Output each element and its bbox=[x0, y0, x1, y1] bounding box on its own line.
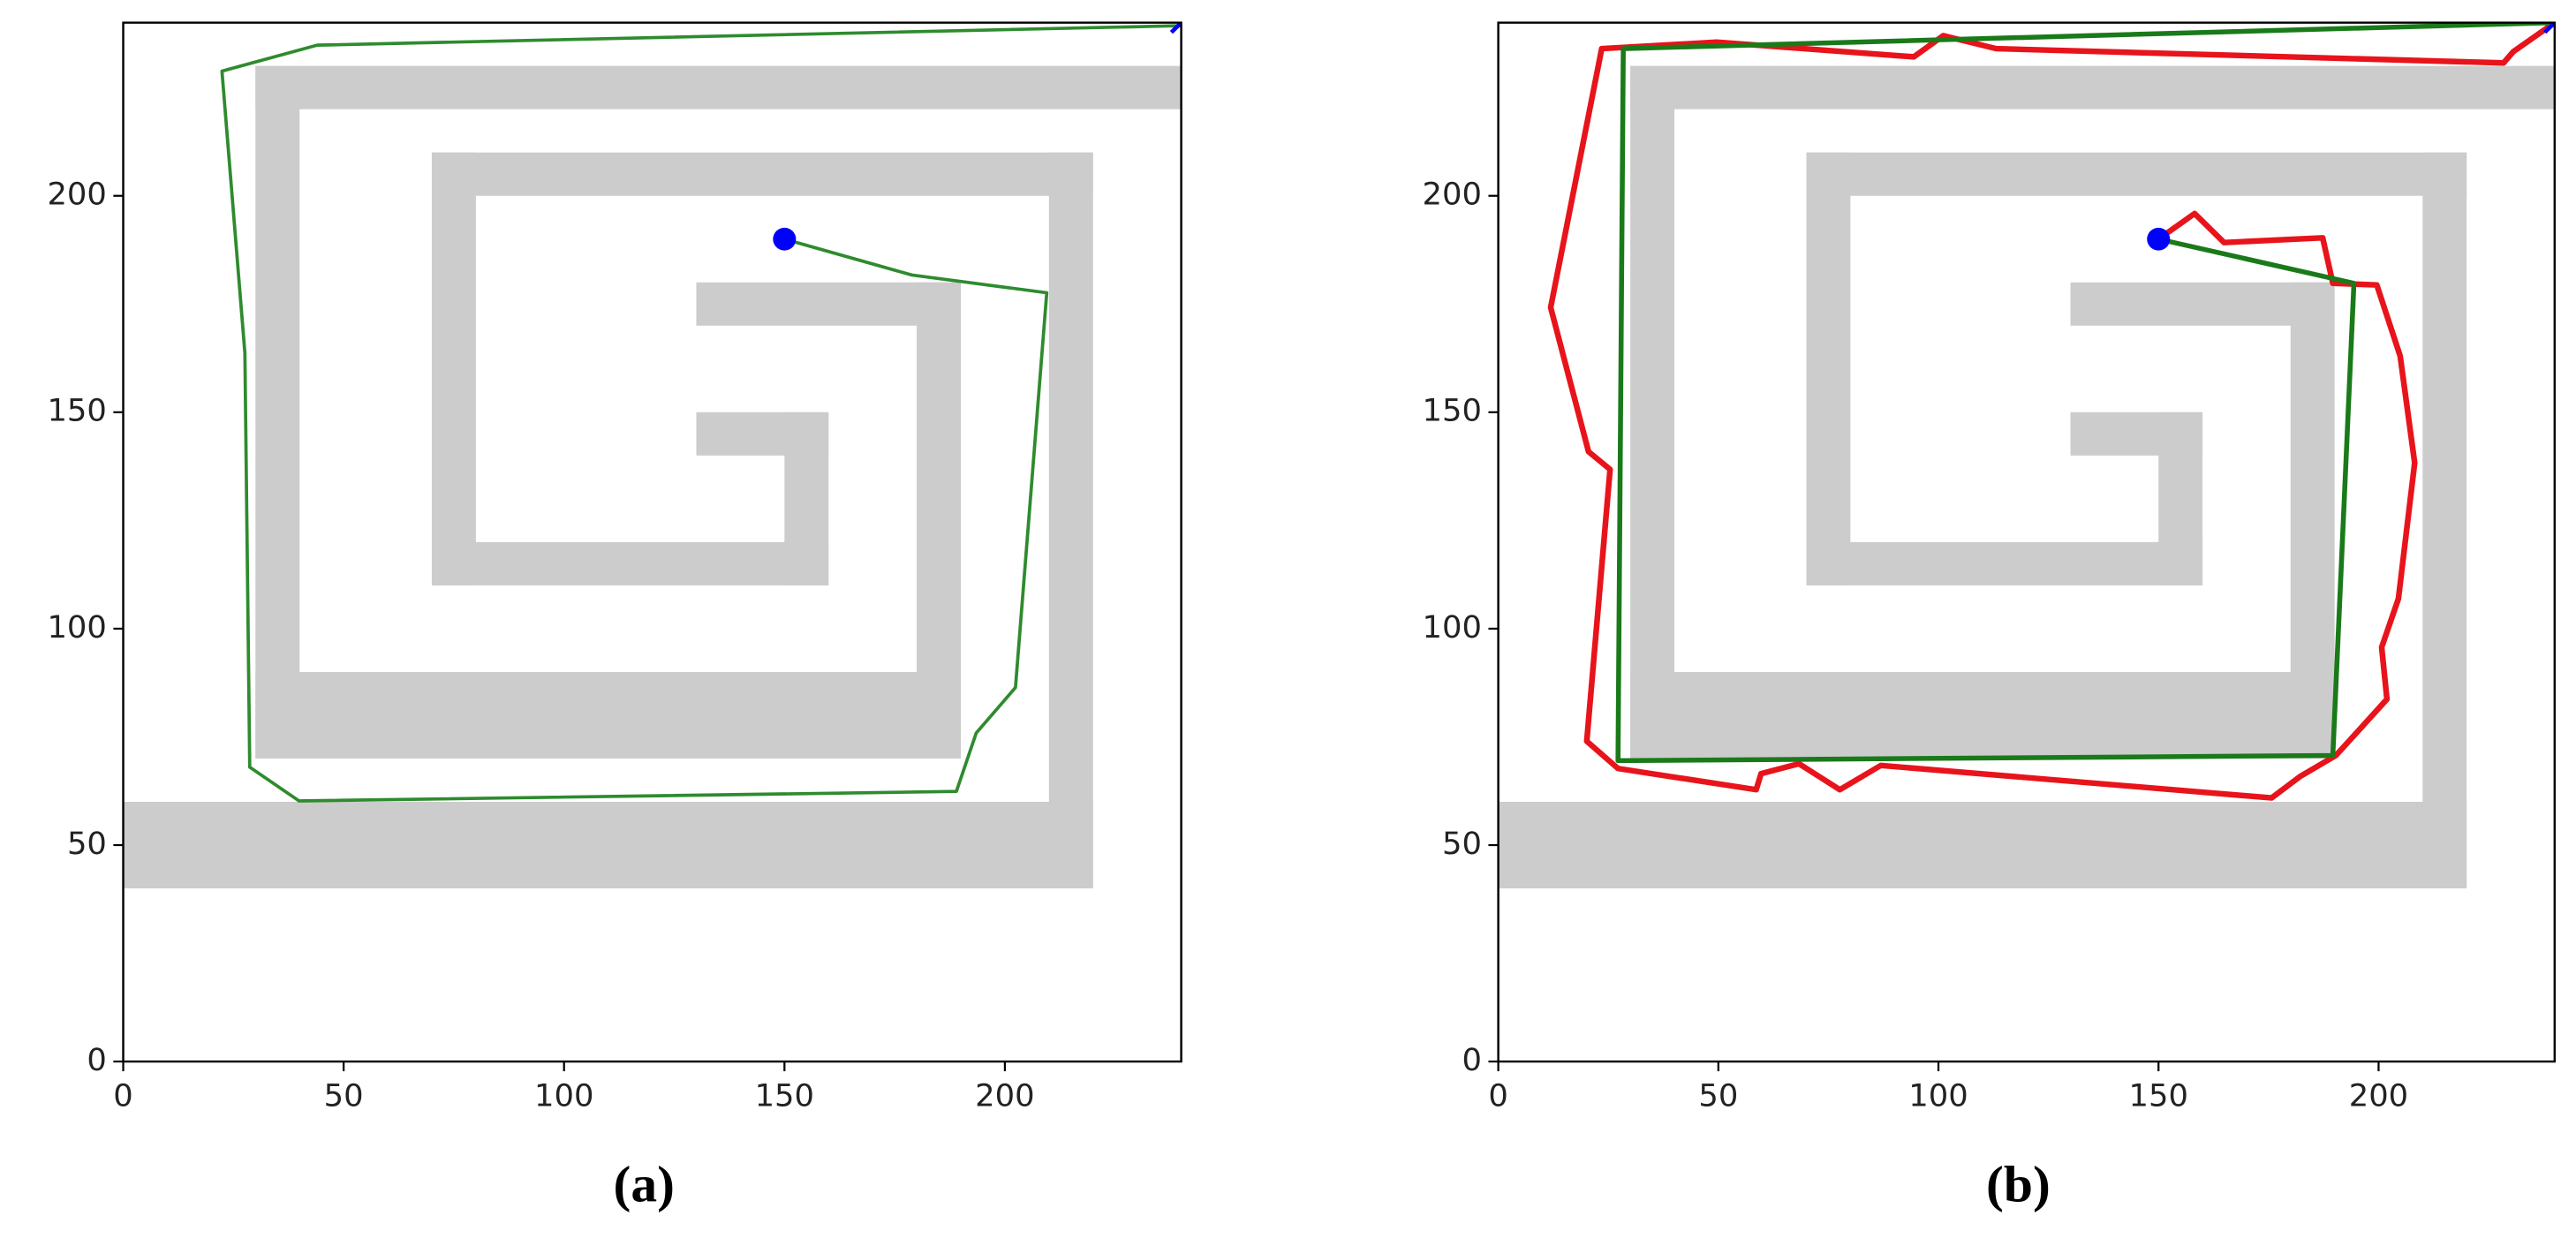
obstacle bbox=[431, 152, 1093, 196]
x-tick-label: 0 bbox=[1488, 1078, 1507, 1114]
obstacle bbox=[1498, 801, 2467, 889]
obstacle bbox=[1630, 65, 2555, 109]
x-tick-label: 200 bbox=[2349, 1078, 2408, 1114]
path-line bbox=[1547, 22, 2555, 801]
x-tick-label: 150 bbox=[755, 1078, 814, 1114]
obstacle bbox=[2070, 412, 2203, 456]
obstacle bbox=[255, 65, 1182, 109]
y-tick-label: 50 bbox=[67, 826, 107, 862]
x-tick-label: 50 bbox=[324, 1078, 364, 1114]
panel: 0 50 100 150 200 0 50 100 150 200 (a) bbox=[47, 21, 1182, 1213]
y-tick-label: 150 bbox=[47, 393, 106, 429]
obstacle bbox=[431, 152, 476, 585]
goal-marker bbox=[2543, 22, 2555, 34]
obstacle bbox=[1806, 152, 2467, 196]
panel-label: (b) bbox=[1986, 1155, 2051, 1213]
axes-frame bbox=[1497, 21, 2557, 1063]
y-tick-label: 150 bbox=[1423, 393, 1482, 429]
obstacle bbox=[2290, 282, 2335, 759]
x-tick-label: 0 bbox=[113, 1078, 132, 1114]
y-tick-label: 0 bbox=[87, 1042, 106, 1078]
path-line bbox=[1615, 22, 2555, 764]
obstacle bbox=[255, 65, 300, 759]
goal-marker bbox=[1169, 22, 1182, 34]
x-tick-label: 100 bbox=[1908, 1078, 1968, 1114]
obstacle bbox=[431, 541, 829, 585]
x-tick-label: 50 bbox=[1698, 1078, 1738, 1114]
y-tick-label: 100 bbox=[1423, 609, 1482, 646]
y-tick-label: 100 bbox=[47, 609, 106, 646]
obstacle bbox=[2070, 282, 2335, 326]
obstacle bbox=[1806, 541, 2203, 585]
plot-area bbox=[123, 22, 1182, 889]
axes-frame bbox=[122, 21, 1182, 1063]
plot-area bbox=[1498, 22, 2555, 889]
obstacle bbox=[1048, 152, 1093, 889]
obstacle bbox=[2422, 152, 2467, 889]
obstacle bbox=[1806, 152, 1851, 585]
obstacle bbox=[1630, 65, 1674, 759]
x-tick-label: 100 bbox=[534, 1078, 593, 1114]
y-tick-label: 200 bbox=[1423, 177, 1482, 213]
path-line bbox=[220, 24, 1182, 803]
x-tick-label: 200 bbox=[975, 1078, 1034, 1114]
obstacle bbox=[255, 671, 961, 759]
obstacle bbox=[1630, 671, 2335, 759]
y-tick-label: 0 bbox=[1462, 1042, 1482, 1078]
obstacle bbox=[696, 412, 829, 456]
y-tick-label: 200 bbox=[47, 177, 106, 213]
panel-label: (a) bbox=[614, 1155, 675, 1213]
start-point bbox=[2147, 227, 2171, 251]
y-tick-label: 50 bbox=[1442, 826, 1482, 862]
start-point bbox=[773, 227, 797, 251]
x-tick-label: 150 bbox=[2129, 1078, 2188, 1114]
obstacle bbox=[917, 282, 961, 759]
obstacle bbox=[123, 801, 1093, 889]
panel: 0 50 100 150 200 0 50 100 150 200 (b) bbox=[1423, 21, 2557, 1213]
obstacle bbox=[696, 282, 961, 326]
